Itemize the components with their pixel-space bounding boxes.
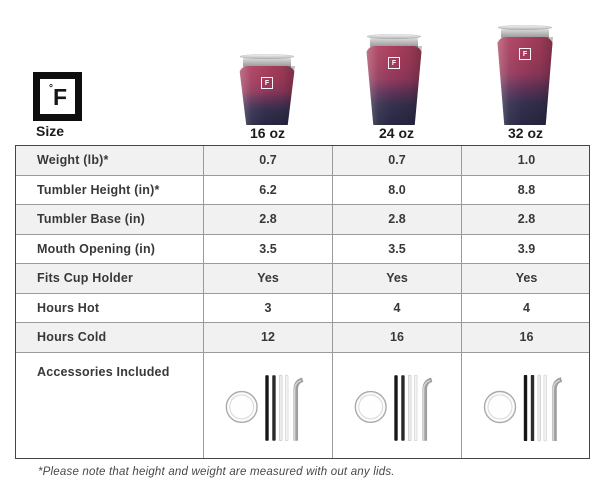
bent-metal-straw-icon [422,377,433,441]
straw-set-icon [523,374,563,442]
black-straw-icon [401,375,405,441]
footnote: *Please note that height and weight are … [38,466,395,478]
column-header-16oz: 16 oz [249,125,285,141]
spec-value-32oz: 1.0 [517,153,536,168]
table-row: Tumbler Height (in)* 6.2 8.0 8.8 [16,175,589,205]
spec-value-16oz: 3.5 [204,234,333,263]
spec-value-16oz: 12 [204,323,333,352]
degree-symbol: ° [48,83,53,94]
table-row: Tumbler Base (in) 2.8 2.8 2.8 [16,205,589,235]
clear-straw-icon [543,374,548,442]
spec-value-16oz: 0.7 [204,146,333,175]
tumbler-image-24oz: F [366,34,422,125]
table-row: Mouth Opening (in) 3.5 3.5 3.9 [16,234,589,264]
tumbler-image-16oz: F [239,54,295,125]
table-row: Weight (lb)* 0.7 0.7 1.0 [16,146,589,176]
spec-value-24oz: 8.0 [333,175,462,204]
spec-value-16oz: 2.8 [204,205,333,234]
clear-lid-icon [354,391,387,424]
accessories-kit-icon [354,375,433,442]
spec-label: Mouth Opening (in) [16,234,204,263]
spec-label: Tumbler Base (in) [16,205,204,234]
bent-metal-straw-icon [293,377,304,441]
black-straw-icon [394,375,398,441]
column-header-32oz: 32 oz [507,125,543,141]
spec-value-32oz: 2.8 [517,212,536,227]
spec-value-24oz: 2.8 [333,205,462,234]
spec-value-24oz: 3.5 [333,234,462,263]
tumbler-lid-icon [367,34,421,48]
accessories-kit-icon [483,374,563,442]
black-straw-icon [523,375,528,442]
column-header-24oz: 24 oz [378,125,414,141]
clear-straw-icon [408,375,412,442]
spec-table-body: Weight (lb)* 0.7 0.7 1.0 Tumbler Height … [15,145,590,459]
straw-set-icon [394,375,433,442]
tumbler-image-32oz: F [497,25,553,125]
spec-label: Weight (lb)* [16,146,204,175]
table-row: Hours Hot 3 4 4 [16,293,589,323]
clear-straw-icon [413,375,418,442]
spec-label: Tumbler Height (in)* [16,175,204,204]
black-straw-icon [272,375,276,441]
straw-set-icon [265,375,304,442]
spec-value-32oz: 4 [523,300,530,315]
tumbler-logo-badge: F [519,48,531,60]
spec-label: Accessories Included [16,352,204,458]
bent-metal-straw-highlight [422,379,431,441]
clear-lid-icon [225,391,258,424]
accessories-kit-icon [225,375,304,442]
spec-value-32oz: Yes [515,271,538,286]
spec-value-16oz: 6.2 [204,175,333,204]
table-row: Hours Cold 12 16 16 [16,323,589,353]
spec-value-32oz: 8.8 [517,182,536,197]
spec-value-32oz [462,353,591,459]
spec-value-24oz: 16 [333,323,462,352]
spec-value-24oz: 4 [333,293,462,322]
spec-value-16oz: 3 [204,293,333,322]
size-row-label: Size [36,123,65,139]
spec-value-32oz: 16 [519,330,534,345]
spec-value-16oz: Yes [204,264,333,293]
spec-label: Fits Cup Holder [16,264,204,293]
table-row: Accessories Included [16,352,591,459]
brand-logo: °F [33,72,82,121]
clear-lid-icon [483,391,517,424]
black-straw-icon [530,375,535,442]
clear-straw-icon [284,375,289,442]
spec-value-32oz: 3.9 [517,241,536,256]
table-row: Fits Cup Holder Yes Yes Yes [16,264,589,294]
spec-value-24oz [333,352,462,458]
clear-straw-icon [279,375,283,442]
brand-logo-text: °F [48,83,67,110]
black-straw-icon [265,375,269,441]
tumbler-body: F [239,66,295,125]
bent-metal-straw-highlight [293,379,302,441]
bent-metal-straw-highlight [552,379,561,442]
tumbler-body: F [366,46,422,125]
tumbler-lid-icon [240,54,294,68]
spec-value-24oz: Yes [333,264,462,293]
spec-value-24oz: 0.7 [333,146,462,175]
bent-metal-straw-icon [552,377,563,442]
tumbler-logo-badge: F [261,77,273,89]
tumbler-body: F [497,37,553,125]
spec-label: Hours Cold [16,323,204,352]
tumbler-lid-icon [498,25,552,39]
spec-value-16oz [204,352,333,458]
tumbler-logo-badge: F [388,57,400,69]
spec-label: Hours Hot [16,293,204,322]
logo-letter: F [52,84,67,110]
clear-straw-icon [537,374,542,442]
